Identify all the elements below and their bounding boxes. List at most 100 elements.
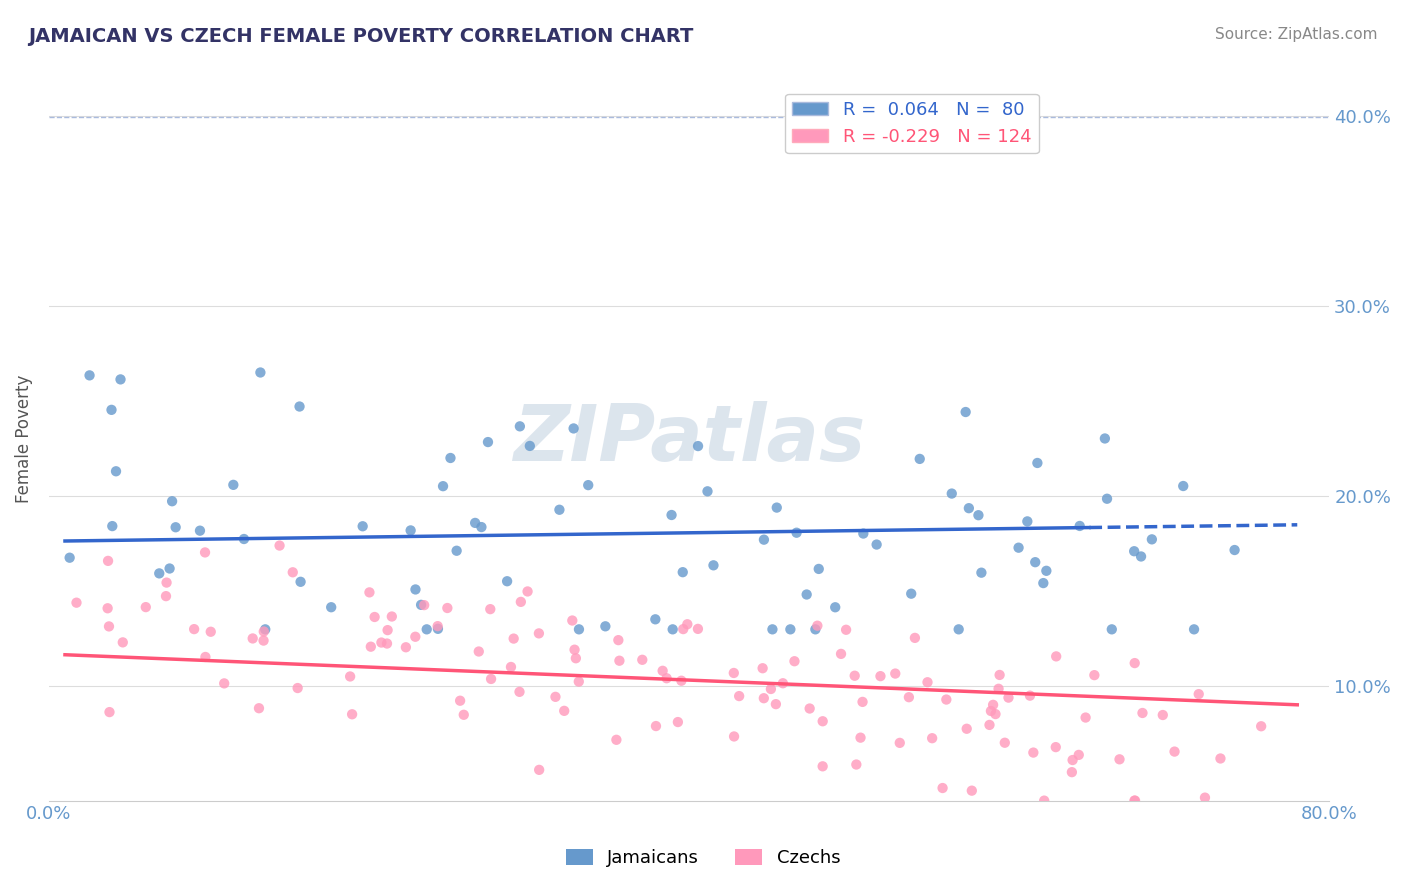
Point xyxy=(1132,706,1154,720)
Point xyxy=(269,539,291,553)
Point xyxy=(527,626,550,640)
Text: JAMAICAN VS CZECH FEMALE POVERTY CORRELATION CHART: JAMAICAN VS CZECH FEMALE POVERTY CORRELA… xyxy=(28,27,693,45)
Point xyxy=(1017,515,1039,529)
Point xyxy=(183,622,205,636)
Point xyxy=(253,624,276,639)
Point xyxy=(852,526,875,541)
Point xyxy=(889,736,911,750)
Point xyxy=(1019,689,1042,703)
Point xyxy=(101,519,124,533)
Point xyxy=(404,630,426,644)
Point xyxy=(1033,794,1056,808)
Point xyxy=(1032,576,1054,591)
Point xyxy=(165,520,187,534)
Point xyxy=(363,610,385,624)
Point xyxy=(987,681,1010,696)
Point xyxy=(360,640,382,654)
Point xyxy=(811,714,834,729)
Point xyxy=(1123,544,1146,558)
Point xyxy=(607,633,630,648)
Point xyxy=(884,666,907,681)
Point xyxy=(496,574,519,589)
Point xyxy=(979,718,1001,732)
Point xyxy=(527,763,550,777)
Point xyxy=(799,701,821,715)
Point xyxy=(948,623,970,637)
Point xyxy=(1188,687,1211,701)
Point xyxy=(824,600,846,615)
Point xyxy=(970,566,993,580)
Point xyxy=(100,402,122,417)
Point xyxy=(242,632,264,646)
Point xyxy=(984,707,1007,722)
Point xyxy=(1194,790,1216,805)
Point xyxy=(935,692,957,706)
Point xyxy=(783,654,806,668)
Point xyxy=(287,681,309,695)
Point xyxy=(672,565,695,579)
Point xyxy=(931,780,953,795)
Point xyxy=(110,372,132,386)
Point xyxy=(1062,753,1084,767)
Point xyxy=(1045,740,1067,755)
Point xyxy=(851,695,873,709)
Point xyxy=(516,584,538,599)
Point xyxy=(1152,708,1174,723)
Point xyxy=(752,533,775,547)
Point xyxy=(97,601,120,615)
Point xyxy=(79,368,101,383)
Point xyxy=(796,587,818,601)
Point xyxy=(865,537,887,551)
Point xyxy=(339,669,361,683)
Point xyxy=(661,508,683,522)
Point xyxy=(1007,541,1029,555)
Point xyxy=(97,554,120,568)
Point xyxy=(728,689,751,703)
Point xyxy=(477,435,499,450)
Point xyxy=(321,600,343,615)
Point xyxy=(432,479,454,493)
Point xyxy=(1067,747,1090,762)
Point xyxy=(917,675,939,690)
Point xyxy=(900,587,922,601)
Point xyxy=(1182,623,1205,637)
Point xyxy=(686,439,709,453)
Point xyxy=(155,575,177,590)
Point xyxy=(994,736,1017,750)
Point xyxy=(1022,746,1045,760)
Point xyxy=(98,705,121,719)
Y-axis label: Female Poverty: Female Poverty xyxy=(15,375,32,503)
Point xyxy=(509,595,531,609)
Point xyxy=(502,632,524,646)
Point xyxy=(1095,491,1118,506)
Point xyxy=(464,516,486,530)
Point xyxy=(375,636,398,650)
Legend: Jamaicans, Czechs: Jamaicans, Czechs xyxy=(558,841,848,874)
Point xyxy=(908,451,931,466)
Point xyxy=(807,562,830,576)
Point xyxy=(761,623,783,637)
Point xyxy=(904,631,927,645)
Point xyxy=(804,623,827,637)
Point xyxy=(1101,623,1123,637)
Point xyxy=(222,478,245,492)
Point xyxy=(340,707,363,722)
Point xyxy=(696,484,718,499)
Point xyxy=(686,622,709,636)
Point xyxy=(568,623,591,637)
Point xyxy=(1083,668,1105,682)
Point xyxy=(849,731,872,745)
Point xyxy=(980,704,1002,718)
Point xyxy=(562,421,585,435)
Point xyxy=(160,494,183,508)
Point xyxy=(981,698,1004,712)
Point xyxy=(957,501,980,516)
Point xyxy=(453,707,475,722)
Point xyxy=(290,574,312,589)
Point xyxy=(377,623,399,637)
Legend: R =  0.064   N =  80, R = -0.229   N = 124: R = 0.064 N = 80, R = -0.229 N = 124 xyxy=(785,94,1039,153)
Point xyxy=(470,520,492,534)
Point xyxy=(148,566,170,581)
Point xyxy=(249,366,271,380)
Point xyxy=(844,669,866,683)
